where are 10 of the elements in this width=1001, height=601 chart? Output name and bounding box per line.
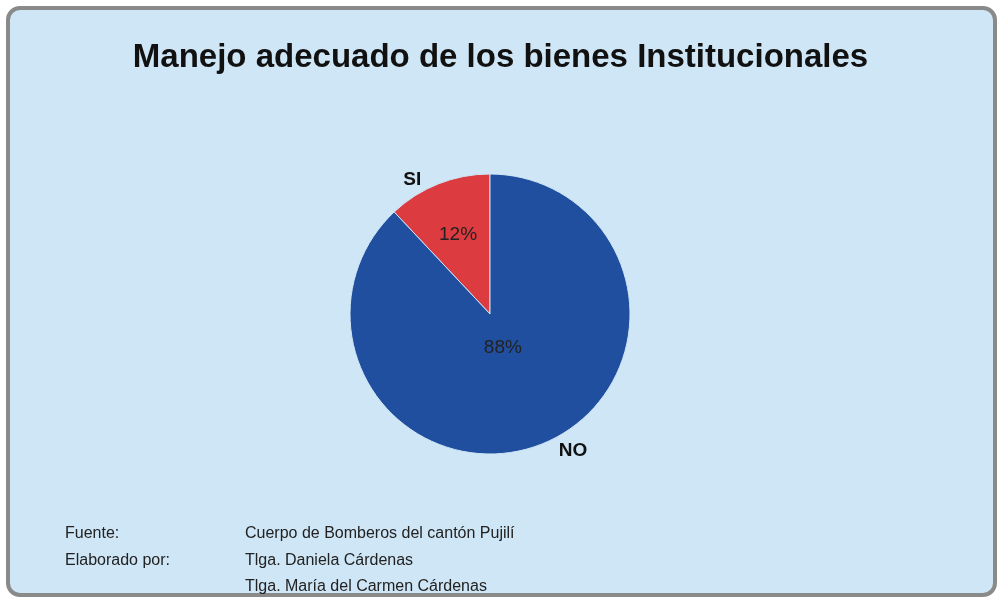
slice-label: SI bbox=[403, 167, 422, 189]
text: Elaborado por: bbox=[65, 550, 170, 568]
chart-title: Manejo adecuado de los bienes Institucionales bbox=[132, 37, 869, 74]
text: Tlga. Daniela Cárdenas bbox=[245, 550, 414, 568]
data-label: 88% bbox=[483, 336, 522, 358]
slice-label: NO bbox=[558, 439, 588, 461]
text: Tlga. María del Carmen Cárdenas bbox=[245, 576, 487, 594]
source-note: Fuente: bbox=[65, 523, 120, 541]
data-label: 12% bbox=[439, 222, 478, 244]
text: Cuerpo de Bomberos del cantón Pujilí bbox=[245, 523, 516, 541]
